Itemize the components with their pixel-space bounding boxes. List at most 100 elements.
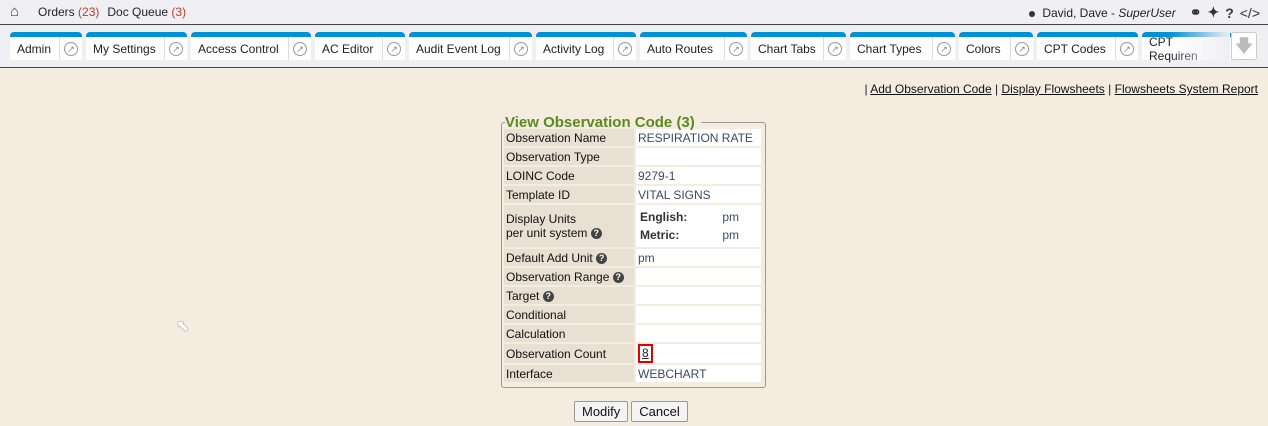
table-row: Calculation: [504, 325, 761, 342]
tab-ac-editor[interactable]: AC Editor ↗: [315, 32, 405, 60]
action-links: | Add Observation Code | Display Flowshe…: [864, 82, 1258, 96]
row-label: Calculation: [504, 325, 634, 342]
observation-count-link[interactable]: 8: [638, 344, 653, 363]
row-value: [636, 287, 761, 304]
orders-count: (23): [78, 5, 100, 19]
tab-audit-event-log[interactable]: Audit Event Log ↗: [409, 32, 532, 60]
code-icon[interactable]: </>: [1239, 4, 1260, 21]
table-row: Template ID VITAL SIGNS: [504, 186, 761, 203]
top-bar: ⌂ Orders (23) Doc Queue (3) ● David, Dav…: [0, 0, 1268, 25]
tab-label: Audit Event Log: [409, 37, 510, 60]
tab-admin[interactable]: Admin ↗: [10, 32, 82, 60]
home-icon[interactable]: ⌂: [10, 3, 20, 20]
open-external-icon[interactable]: ↗: [1116, 41, 1138, 56]
help-icon[interactable]: ?: [1225, 4, 1234, 21]
row-label: Observation Count: [504, 344, 634, 363]
tab-fade: [1170, 26, 1230, 67]
doc-queue-link[interactable]: Doc Queue (3): [107, 5, 186, 19]
tab-colors[interactable]: Colors ↗: [959, 32, 1033, 60]
row-label: Observation Name: [504, 129, 634, 146]
tab-my-settings[interactable]: My Settings ↗: [86, 32, 187, 60]
table-row: Observation Name RESPIRATION RATE: [504, 129, 761, 146]
help-icon[interactable]: ?: [612, 271, 624, 283]
table-row: Observation Count 8: [504, 344, 761, 363]
row-label: Interface: [504, 365, 634, 382]
open-external-icon[interactable]: ↗: [614, 41, 636, 56]
tab-access-control[interactable]: Access Control ↗: [191, 32, 311, 60]
row-label: Template ID: [504, 186, 634, 203]
table-row: Interface WEBCHART: [504, 365, 761, 382]
tab-activity-log[interactable]: Activity Log ↗: [536, 32, 636, 60]
cancel-button[interactable]: Cancel: [631, 401, 688, 422]
tab-label: Activity Log: [536, 37, 614, 60]
tab-label: Admin: [10, 37, 60, 60]
tab-bar: Admin ↗ My Settings ↗ Access Control ↗ AC Edit…: [0, 26, 1268, 68]
row-label: Observation Type: [504, 148, 634, 165]
row-value: RESPIRATION RATE: [636, 129, 761, 146]
mouse-cursor-icon: ⬉: [176, 318, 190, 335]
orders-label: Orders: [38, 5, 75, 19]
row-value: [636, 148, 761, 165]
magic-wand-icon[interactable]: ✦: [1207, 4, 1220, 20]
row-label: Conditional: [504, 306, 634, 323]
display-flowsheets-link[interactable]: Display Flowsheets: [1001, 82, 1105, 96]
open-external-icon[interactable]: ↗: [725, 41, 747, 56]
arrow-down-icon: 🡇: [1234, 36, 1254, 56]
tab-label: Chart Types: [850, 37, 933, 60]
help-icon[interactable]: ?: [542, 290, 554, 302]
doc-queue-count: (3): [171, 5, 187, 19]
table-row: Display Units per unit system ? English: pm…: [504, 205, 761, 247]
row-label: Target ?: [504, 287, 634, 304]
tab-label: My Settings: [86, 37, 165, 60]
add-observation-code-link[interactable]: Add Observation Code: [870, 82, 992, 96]
scroll-down-button[interactable]: 🡇: [1231, 32, 1257, 60]
flowsheets-report-link[interactable]: Flowsheets System Report: [1114, 82, 1258, 96]
row-value: VITAL SIGNS: [636, 186, 761, 203]
tab-label: Chart Tabs: [751, 37, 824, 60]
open-external-icon[interactable]: ↗: [383, 41, 405, 56]
tab-cpt-codes[interactable]: CPT Codes ↗: [1037, 32, 1138, 60]
row-value: [636, 268, 761, 285]
observation-code-panel: View Observation Code (3) Observation Na…: [501, 114, 766, 388]
row-label: LOINC Code: [504, 167, 634, 184]
modify-button[interactable]: Modify: [574, 401, 629, 422]
row-value: [636, 306, 761, 323]
doc-queue-label: Doc Queue: [107, 5, 169, 19]
user-icon: ●: [1027, 4, 1037, 21]
tab-label: Colors: [959, 37, 1011, 60]
orders-link[interactable]: Orders (23): [38, 5, 99, 19]
row-value: WEBCHART: [636, 365, 761, 382]
panel-title: View Observation Code (3): [505, 114, 695, 131]
row-value: English: pm Metric: pm: [636, 205, 761, 247]
open-external-icon[interactable]: ↗: [165, 41, 187, 56]
row-label: Display Units per unit system ?: [504, 205, 634, 247]
tab-label: Auto Routes: [640, 37, 725, 60]
tab-label: Access Control: [191, 37, 289, 60]
table-row: Observation Type: [504, 148, 761, 165]
table-row: Target ?: [504, 287, 761, 304]
open-external-icon[interactable]: ↗: [289, 41, 311, 56]
open-external-icon[interactable]: ↗: [60, 41, 82, 56]
table-row: Default Add Unit ? pm: [504, 249, 761, 266]
row-value: pm: [636, 249, 761, 266]
link-icon[interactable]: ⚭: [1189, 4, 1202, 20]
tab-label: AC Editor: [315, 37, 383, 60]
help-icon[interactable]: ?: [596, 252, 608, 264]
open-external-icon[interactable]: ↗: [824, 41, 846, 56]
help-icon[interactable]: ?: [590, 228, 602, 240]
row-label: Default Add Unit ?: [504, 249, 634, 266]
table-row: LOINC Code 9279-1: [504, 167, 761, 184]
tab-label: CPT Codes: [1037, 37, 1116, 60]
open-external-icon[interactable]: ↗: [1011, 41, 1033, 56]
user-menu[interactable]: David, Dave - SuperUser: [1042, 6, 1175, 20]
user-name: David, Dave -: [1042, 5, 1119, 20]
tab-chart-tabs[interactable]: Chart Tabs ↗: [751, 32, 846, 60]
tab-auto-routes[interactable]: Auto Routes ↗: [640, 32, 747, 60]
table-row: Conditional: [504, 306, 761, 323]
open-external-icon[interactable]: ↗: [933, 41, 955, 56]
open-external-icon[interactable]: ↗: [510, 41, 532, 56]
row-value: 8: [636, 344, 761, 363]
tab-chart-types[interactable]: Chart Types ↗: [850, 32, 955, 60]
observation-table: Observation Name RESPIRATION RATE Observat…: [502, 127, 763, 384]
table-row: Observation Range ?: [504, 268, 761, 285]
